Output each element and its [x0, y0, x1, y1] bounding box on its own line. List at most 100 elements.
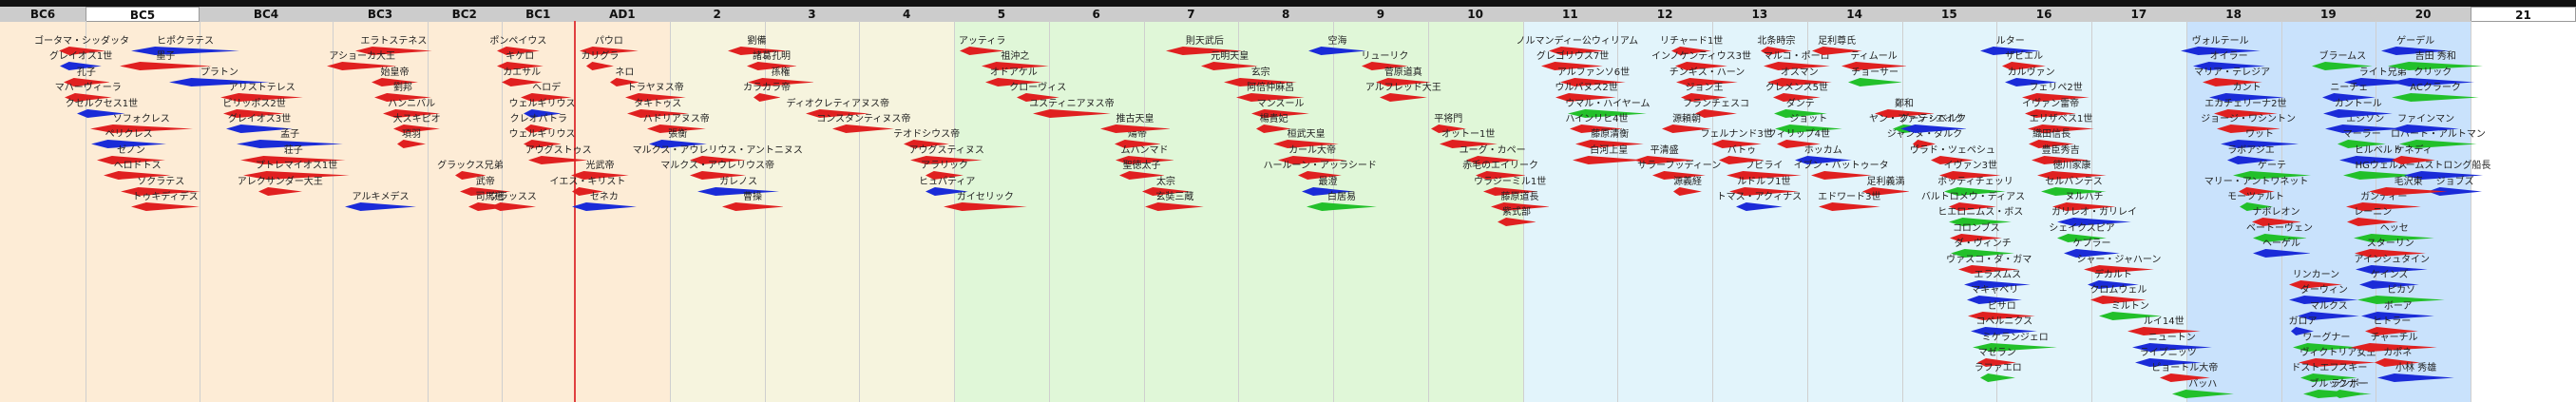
person-entry: ヒトラー: [2365, 316, 2419, 337]
person-name: カール大帝: [1288, 144, 1337, 156]
lifespan-marker: [2029, 140, 2075, 149]
person-entry: 北条時宗: [1757, 36, 1795, 57]
person-name: シェイクスピア: [2049, 222, 2115, 234]
person-entry: 始皇帝: [372, 67, 418, 88]
person-name: ジャンヌ・ダルク: [1886, 129, 1963, 141]
person-entry: ヒルベルト: [2339, 144, 2417, 166]
person-name: ハドリアヌス帝: [642, 114, 710, 124]
person-name: 煬帝: [1128, 129, 1148, 141]
person-name: アリストテレス: [228, 83, 296, 94]
person-name: カリグラ: [581, 51, 620, 63]
lifespan-marker: [226, 124, 293, 133]
period-header: 10: [1427, 7, 1523, 22]
period-gridline: [954, 21, 955, 402]
person-entry: 武帝: [460, 177, 511, 198]
person-name: フビライ: [1745, 161, 1784, 172]
person-entry: ダーウィン: [2289, 285, 2359, 306]
person-entry: ドストエフスキー: [2291, 363, 2367, 384]
lifespan-marker: [2226, 155, 2276, 164]
lifespan-marker: [1099, 124, 1171, 133]
period-gridline: [1617, 21, 1619, 402]
lifespan-marker: [1958, 264, 2020, 274]
person-entry: 墨子: [120, 51, 212, 72]
person-name: ヒルベルト: [2354, 144, 2402, 156]
person-entry: 玄宗: [1224, 67, 1298, 88]
lifespan-marker: [521, 93, 572, 103]
lifespan-marker: [496, 47, 540, 55]
lifespan-marker: [2090, 296, 2147, 305]
person-entry: ヒポクラテス: [131, 36, 239, 57]
person-entry: マルコ・ポーロ: [1763, 51, 1830, 72]
person-entry: コペルニクス: [1971, 316, 2038, 337]
lifespan-marker: [1634, 155, 1695, 164]
lifespan-marker: [727, 47, 787, 55]
lifespan-marker: [1766, 77, 1832, 86]
lifespan-marker: [2325, 124, 2406, 133]
person-name: ヘロドトス: [113, 161, 162, 172]
lifespan-marker: [579, 47, 639, 55]
person-name: ガイセリック: [956, 192, 1014, 202]
person-name: 鄭和: [1894, 98, 1914, 109]
person-name: マキャベリ: [1971, 285, 2019, 297]
person-name: 徳川家康: [2052, 161, 2091, 172]
lifespan-marker: [1568, 108, 1648, 118]
person-name: プラトン: [200, 67, 239, 78]
person-entry: ナポレオン: [2251, 207, 2301, 228]
lifespan-marker: [2375, 358, 2421, 367]
lifespan-marker: [2289, 280, 2343, 289]
person-name: 桓武天皇: [1287, 129, 1326, 141]
person-entry: アッティラ: [959, 36, 1005, 57]
person-name: ジョブズ: [2435, 176, 2474, 187]
person-entry: ケプラー: [2064, 239, 2120, 259]
lifespan-marker: [2022, 93, 2089, 103]
lifespan-marker: [1811, 47, 1862, 55]
person-entry: ルドルフ1世: [1728, 177, 1799, 198]
period-gridline: [1427, 21, 1429, 402]
lifespan-marker: [2064, 249, 2120, 258]
lifespan-marker: [1224, 77, 1298, 86]
lifespan-marker: [397, 140, 426, 149]
person-entry: フビライ: [1726, 161, 1802, 182]
lifespan-marker: [910, 155, 983, 164]
person-entry: ワーグナー: [2293, 333, 2360, 354]
person-entry: チンギス・ハーン: [1670, 67, 1745, 88]
lifespan-marker: [1728, 186, 1799, 196]
lifespan-marker: [2428, 186, 2483, 196]
lifespan-marker: [1145, 202, 1205, 211]
person-name: バルトロメウ・ディアス: [1920, 192, 2026, 202]
person-entry: アームストロング船長: [2396, 161, 2490, 182]
era-boundary-line: [574, 21, 576, 402]
person-name: マハーヴィーラ: [54, 83, 122, 94]
person-entry: グーテンベルク: [1899, 114, 1966, 135]
person-entry: 司馬遷: [467, 192, 512, 213]
person-name: トラヤヌス帝: [626, 83, 684, 94]
lifespan-marker: [393, 124, 441, 133]
person-entry: リューリク: [1361, 51, 1408, 72]
person-name: ボーア: [2383, 300, 2413, 312]
person-name: ミケランジェロ: [1981, 332, 2049, 343]
lifespan-marker: [1251, 108, 1310, 118]
person-name: ロバート・アルトマン: [2390, 129, 2486, 141]
person-name: ゲーデル: [2396, 36, 2435, 47]
period-gridline: [859, 21, 861, 402]
person-name: ヘーゲル: [2262, 239, 2300, 250]
person-name: ヒエロニムス・ボス: [1937, 207, 2024, 219]
person-entry: 紫式部: [1497, 207, 1536, 228]
person-name: ガレノス: [719, 176, 758, 187]
lifespan-marker: [2192, 62, 2265, 71]
person-entry: エカチェリーナ2世: [2204, 99, 2286, 120]
person-entry: 聖徳太子: [1118, 161, 1165, 182]
period-band: [1427, 0, 1523, 402]
person-entry: クセルクセス1世: [66, 99, 138, 120]
person-name: ハンニバル: [388, 98, 436, 109]
lifespan-marker: [2127, 327, 2201, 336]
lifespan-marker: [383, 108, 441, 118]
person-name: 推古天皇: [1116, 114, 1154, 124]
person-entry: ルター: [1980, 36, 2041, 57]
person-name: 光武帝: [585, 161, 615, 172]
person-name: 孔子: [76, 67, 96, 78]
period-gridline: [501, 21, 503, 402]
lifespan-marker: [2339, 155, 2417, 164]
person-name: ノルマンディー公ウィリアム: [1516, 36, 1639, 47]
lifespan-marker: [2098, 311, 2162, 320]
